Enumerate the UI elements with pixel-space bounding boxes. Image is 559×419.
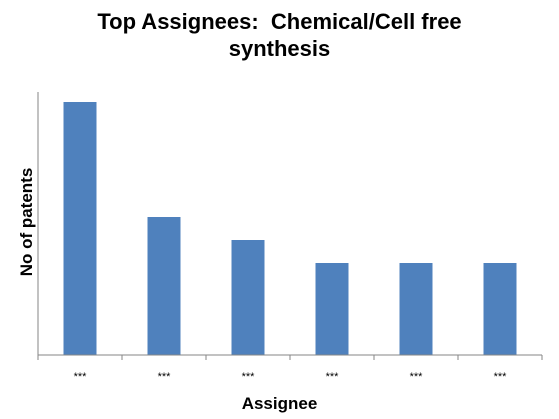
x-tick-label-4: *** — [326, 371, 340, 383]
bar-6 — [483, 263, 517, 355]
bar-3 — [231, 240, 265, 355]
bar-2 — [147, 217, 181, 355]
x-tick-label-2: *** — [158, 371, 172, 383]
x-tick-label-6: *** — [494, 371, 508, 383]
chart-title: Top Assignees: Chemical/Cell free synthe… — [0, 8, 559, 62]
bar-4 — [315, 263, 349, 355]
bar-1 — [63, 102, 97, 355]
x-tick-label-5: *** — [410, 371, 424, 383]
x-tick-label-1: *** — [74, 371, 88, 383]
x-tick-label-3: *** — [242, 371, 256, 383]
x-axis-label: Assignee — [241, 394, 318, 413]
bar-5 — [399, 263, 433, 355]
chart-title-line-2: synthesis — [228, 36, 331, 61]
chart-title-line-1: Top Assignees: Chemical/Cell free — [97, 9, 462, 34]
